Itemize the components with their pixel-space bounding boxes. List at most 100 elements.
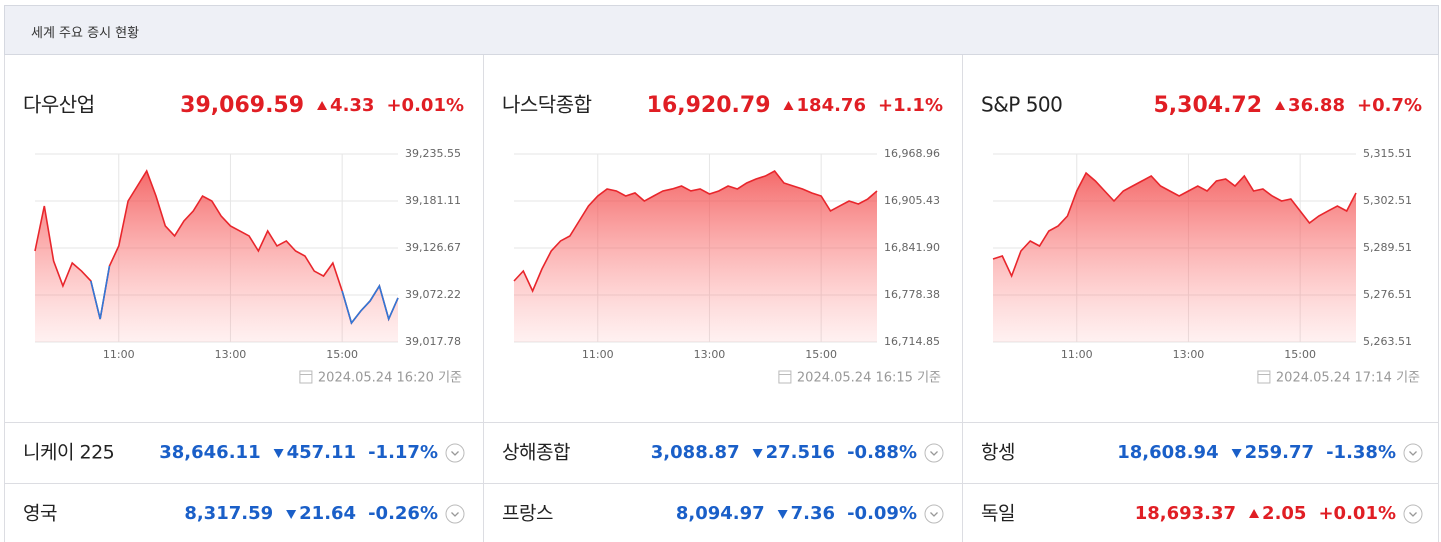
index-panel: S&P 500 +0.7% 36.88 5,304.72 5,263.51 5,276.5… [981, 93, 1422, 386]
y-tick-label: 39,017.78 [405, 335, 461, 348]
timestamp: 2024.05.24 16:20 기준 [318, 371, 462, 386]
change: 259.77 [1245, 442, 1314, 463]
chevron [930, 451, 938, 456]
change: 27.516 [766, 442, 835, 463]
price: 5,304.72 [1153, 93, 1262, 118]
market-name: S&P 500 [981, 93, 1062, 117]
x-tick-label: 13:00 [694, 348, 726, 361]
price: 38,646.11 [159, 442, 260, 463]
percent: -0.88% [847, 442, 917, 463]
y-tick-label: 16,778.38 [884, 288, 940, 301]
x-tick-label: 15:00 [1284, 348, 1316, 361]
expand-button[interactable] [924, 504, 944, 524]
x-tick-label: 11:00 [1061, 348, 1093, 361]
percent: -1.38% [1326, 442, 1396, 463]
y-tick-label: 39,072.22 [405, 288, 461, 301]
change: 184.76 [797, 95, 866, 116]
x-tick-label: 15:00 [805, 348, 837, 361]
x-tick-label: 13:00 [1173, 348, 1205, 361]
percent: +0.7% [1357, 95, 1422, 116]
price: 8,317.59 [184, 503, 273, 524]
y-tick-label: 5,315.51 [1363, 147, 1412, 160]
x-tick-label: 15:00 [326, 348, 358, 361]
change: 4.33 [330, 95, 374, 116]
price: 39,069.59 [180, 93, 304, 118]
timestamp: 2024.05.24 17:14 기준 [1276, 371, 1420, 386]
percent: +0.01% [386, 95, 464, 116]
market-row: 항셍 -1.38% 259.77 18,608.94 [981, 442, 1423, 464]
timestamp: 2024.05.24 16:15 기준 [797, 371, 941, 386]
expand-button[interactable] [1403, 504, 1423, 524]
chevron [930, 512, 938, 517]
percent: +0.01% [1318, 503, 1396, 524]
chevron [451, 451, 459, 456]
direction-icon [273, 449, 284, 458]
percent: -0.09% [847, 503, 917, 524]
market-row: 니케이 225 -1.17% 457.11 38,646.11 [23, 442, 465, 464]
market-name: 프랑스 [502, 503, 553, 525]
calendar-icon [778, 370, 792, 384]
area [35, 170, 398, 342]
direction-icon [783, 101, 794, 110]
y-tick-label: 16,968.96 [884, 147, 940, 160]
market-name: 니케이 225 [23, 442, 114, 464]
y-tick-label: 39,235.55 [405, 147, 461, 160]
header-title: 세계 주요 증시 현황 [31, 26, 140, 41]
change: 2.05 [1262, 503, 1306, 524]
percent: -0.26% [368, 503, 438, 524]
market-name: 항셍 [981, 442, 1015, 464]
price: 3,088.87 [651, 442, 740, 463]
x-tick-label: 13:00 [215, 348, 247, 361]
direction-icon [317, 101, 328, 110]
expand-button[interactable] [1403, 443, 1423, 463]
price: 18,608.94 [1117, 442, 1218, 463]
market-row: 독일 +0.01% 2.05 18,693.37 [981, 503, 1423, 525]
market-name: 다우산업 [23, 93, 95, 117]
expand-button[interactable] [924, 443, 944, 463]
x-tick-label: 11:00 [103, 348, 135, 361]
change: 7.36 [791, 503, 835, 524]
market-name: 독일 [981, 503, 1015, 525]
direction-icon [752, 449, 763, 458]
market-row: 영국 -0.26% 21.64 8,317.59 [23, 503, 465, 525]
chevron [451, 512, 459, 517]
y-tick-label: 16,714.85 [884, 335, 940, 348]
y-tick-label: 39,181.11 [405, 194, 461, 207]
line [90, 265, 399, 325]
change: 36.88 [1288, 95, 1345, 116]
y-tick-label: 5,302.51 [1363, 194, 1412, 207]
price: 8,094.97 [676, 503, 765, 524]
direction-icon [777, 510, 788, 519]
calendar-icon [299, 370, 313, 384]
direction-icon [286, 510, 297, 519]
direction-icon [1275, 101, 1286, 110]
chevron [1409, 512, 1417, 517]
y-tick-label: 16,905.43 [884, 194, 940, 207]
chevron [1409, 451, 1417, 456]
change: 457.11 [287, 442, 356, 463]
market-name: 나스닥종합 [502, 93, 592, 117]
y-tick-label: 5,263.51 [1363, 335, 1412, 348]
line [513, 169, 878, 293]
y-tick-label: 16,841.90 [884, 241, 940, 254]
price: 16,920.79 [647, 93, 771, 118]
direction-icon [1249, 509, 1260, 518]
market-name: 영국 [23, 503, 57, 525]
area [993, 172, 1356, 342]
y-tick-label: 5,289.51 [1363, 241, 1412, 254]
percent: -1.17% [368, 442, 438, 463]
area [514, 170, 877, 342]
y-tick-label: 5,276.51 [1363, 288, 1412, 301]
market-row: 프랑스 -0.09% 7.36 8,094.97 [502, 503, 944, 525]
expand-button[interactable] [445, 504, 465, 524]
market-name: 상해종합 [502, 442, 570, 464]
direction-icon [1231, 449, 1242, 458]
y-tick-label: 39,126.67 [405, 241, 461, 254]
expand-button[interactable] [445, 443, 465, 463]
x-tick-label: 11:00 [582, 348, 614, 361]
calendar-icon [1257, 370, 1271, 384]
market-row: 상해종합 -0.88% 27.516 3,088.87 [502, 442, 944, 464]
index-panel: 다우산업 +0.01% 4.33 39,069.59 39,017.78 39,072.2… [23, 93, 464, 386]
